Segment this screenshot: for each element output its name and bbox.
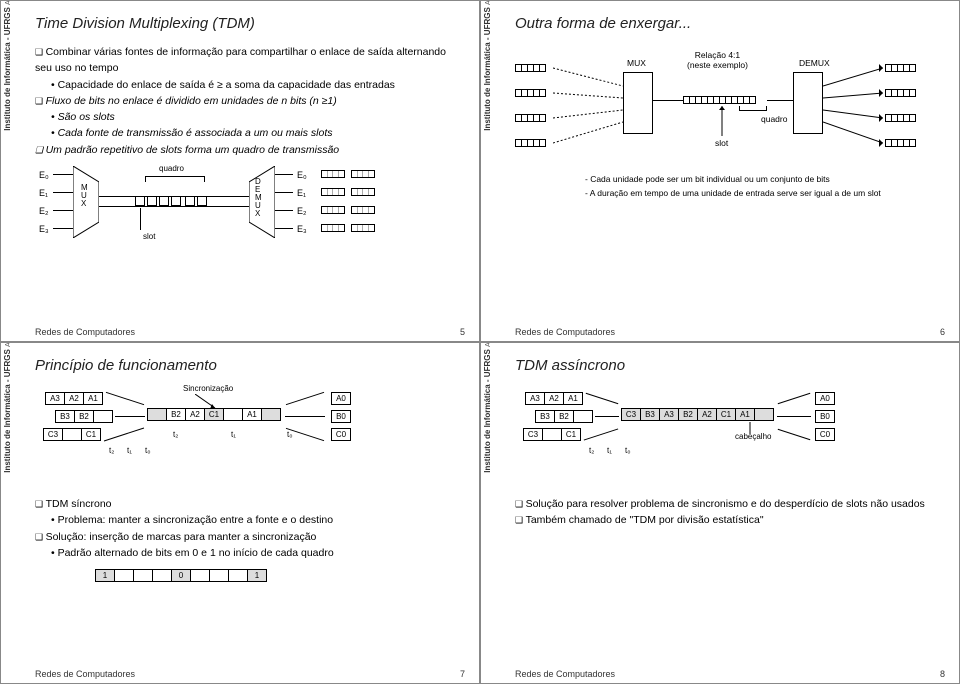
- sync-label: Sincronização: [183, 384, 233, 393]
- page-number: 7: [460, 669, 465, 679]
- note-text: - A duração em tempo de uma unidade de e…: [585, 188, 881, 198]
- list-item: Combinar várias fontes de informação par…: [35, 44, 461, 93]
- demux-icon: [249, 166, 275, 238]
- quadro-label: quadro: [761, 114, 787, 124]
- list-item: TDM síncrono Problema: manter a sincroni…: [35, 496, 461, 529]
- auth-label: A. Carissimi -23-août-14: [5, 0, 12, 5]
- bullet-list: TDM síncrono Problema: manter a sincroni…: [35, 496, 461, 561]
- slide-6: Instituto de Informática - UFRGS A. Cari…: [480, 0, 960, 342]
- list-item: Fluxo de bits no enlace é dividido em un…: [35, 93, 461, 142]
- note-text: - Cada unidade pode ser um bit individua…: [585, 174, 830, 184]
- slot-label: slot: [143, 232, 155, 241]
- mux-label: M U X: [81, 184, 88, 208]
- mux-label: MUX: [627, 58, 646, 68]
- list-item: São os slots: [51, 109, 461, 125]
- side-label: Instituto de Informática - UFRGS A. Cari…: [483, 342, 492, 473]
- page-number: 5: [460, 327, 465, 337]
- inst-label: Instituto de Informática - UFRGS: [3, 7, 12, 131]
- mux-demux-diagram: MUX Relação 4:1 (neste exemplo) quadro s…: [515, 44, 941, 224]
- slide-title: Princípio de funcionamento: [35, 357, 461, 374]
- ratio-label: Relação 4:1 (neste exemplo): [687, 50, 748, 70]
- slide-5: Instituto de Informática - UFRGS A. Cari…: [0, 0, 480, 342]
- async-diagram: A3 A2 A1 B3 B2 C3 C1 C3 B3 A3 B2 A2 C1 A…: [515, 386, 941, 486]
- tdm-diagram: E₀ E₁ E₂ E₃ M U X quadro slot D E M U X: [35, 164, 461, 254]
- demux-box: [793, 72, 823, 134]
- e-label: E₀: [39, 170, 49, 180]
- list-item: Também chamado de "TDM por divisão estat…: [515, 512, 941, 528]
- side-label: Instituto de Informática - UFRGS A. Cari…: [3, 0, 12, 131]
- quadro-label: quadro: [159, 164, 184, 173]
- e-label: E₂: [39, 206, 49, 216]
- bullet-list: Solução para resolver problema de sincro…: [515, 496, 941, 529]
- slide-7: Instituto de Informática - UFRGS A. Cari…: [0, 342, 480, 684]
- list-item: Um padrão repetitivo de slots forma um q…: [35, 142, 461, 158]
- e-label: E₂: [297, 206, 307, 216]
- list-item: Cada fonte de transmissão é associada a …: [51, 125, 461, 141]
- e-label: E₀: [297, 170, 307, 180]
- page-number: 6: [940, 327, 945, 337]
- bullet-list: Combinar várias fontes de informação par…: [35, 44, 461, 158]
- list-item: Capacidade do enlace de saída é ≥ a soma…: [51, 77, 461, 93]
- slot-label: slot: [715, 138, 728, 148]
- e-label: E₁: [297, 188, 306, 198]
- demux-label: D E M U X: [255, 178, 262, 218]
- bit-pattern: 1 0 1: [95, 569, 461, 582]
- sync-diagram: A3 A2 A1 B3 B2 C3 C1 Sincronização B2 A2…: [35, 386, 461, 486]
- e-label: E₃: [297, 224, 307, 234]
- slide-footer: Redes de Computadores: [35, 669, 135, 679]
- dashed-connections-icon: [553, 62, 623, 152]
- slide-footer: Redes de Computadores: [35, 327, 135, 337]
- slide-footer: Redes de Computadores: [515, 327, 615, 337]
- side-label: Instituto de Informática - UFRGS A. Cari…: [483, 0, 492, 131]
- e-label: E₃: [39, 224, 49, 234]
- list-item: Solução para resolver problema de sincro…: [515, 496, 941, 512]
- e-label: E₁: [39, 188, 48, 198]
- slide-title: Outra forma de enxergar...: [515, 15, 941, 32]
- side-label: Instituto de Informática - UFRGS A. Cari…: [3, 342, 12, 473]
- page-number: 8: [940, 669, 945, 679]
- slide-8: Instituto de Informática - UFRGS A. Cari…: [480, 342, 960, 684]
- slide-title: TDM assíncrono: [515, 357, 941, 374]
- slide-footer: Redes de Computadores: [515, 669, 615, 679]
- list-item: Solução: inserção de marcas para manter …: [35, 529, 461, 562]
- slide-title: Time Division Multiplexing (TDM): [35, 15, 461, 32]
- mux-box: [623, 72, 653, 134]
